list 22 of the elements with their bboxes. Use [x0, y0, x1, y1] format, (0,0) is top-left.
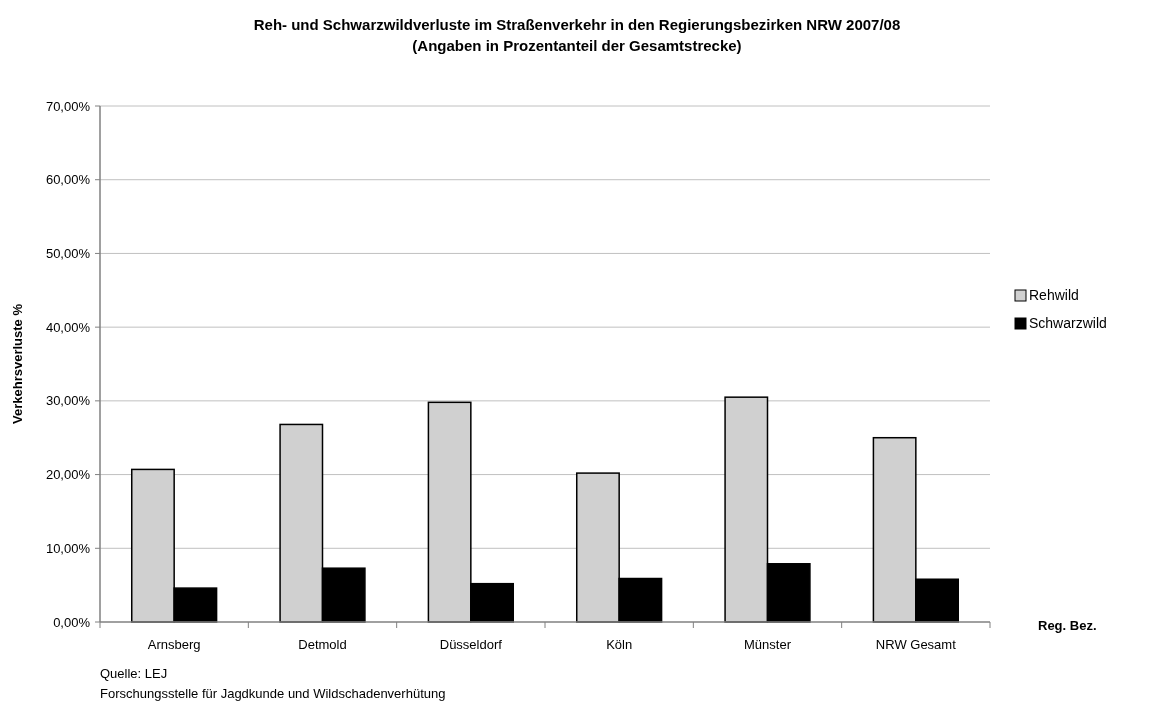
y-tick-label: 0,00%: [53, 614, 91, 630]
y-tick-label: 40,00%: [45, 319, 91, 335]
text: Forschungsstelle für Jagdkunde und Wildschadenverhütung: [100, 686, 446, 701]
x-tick-label: Detmold: [298, 637, 347, 652]
y-tick-label: 10,00%: [45, 540, 91, 556]
y-tick-label: 60,00%: [45, 172, 91, 188]
x-tick-label: Köln: [606, 637, 633, 652]
x-tick-label: Düsseldorf: [439, 637, 503, 652]
x-axis-title: Reg. Bez.: [1038, 618, 1097, 633]
y-tick-label: 70,00%: [45, 98, 91, 114]
y-axis-title: Verkehrsverluste %: [10, 303, 25, 424]
source-note: Quelle: LEJ: [100, 666, 168, 681]
y-tick-label: 20,00%: [45, 467, 91, 483]
chart-title: Reh- und Schwarzwildverluste im Straßenverkehr in den Regierungsbezirken NRW 2007/08: [253, 16, 901, 33]
legend-label: Rehwild: [1029, 287, 1079, 303]
legend-label: Schwarzwild: [1029, 315, 1107, 331]
x-tick-label: Münster: [744, 637, 792, 652]
x-tick-label: Arnsberg: [147, 637, 201, 652]
x-tick-label: NRW Gesamt: [875, 637, 957, 652]
y-tick-label: 30,00%: [45, 393, 91, 409]
chart-subtitle: (Angaben in Prozentanteil der Gesamtstrecke): [412, 37, 742, 54]
y-tick-label: 50,00%: [45, 245, 91, 261]
